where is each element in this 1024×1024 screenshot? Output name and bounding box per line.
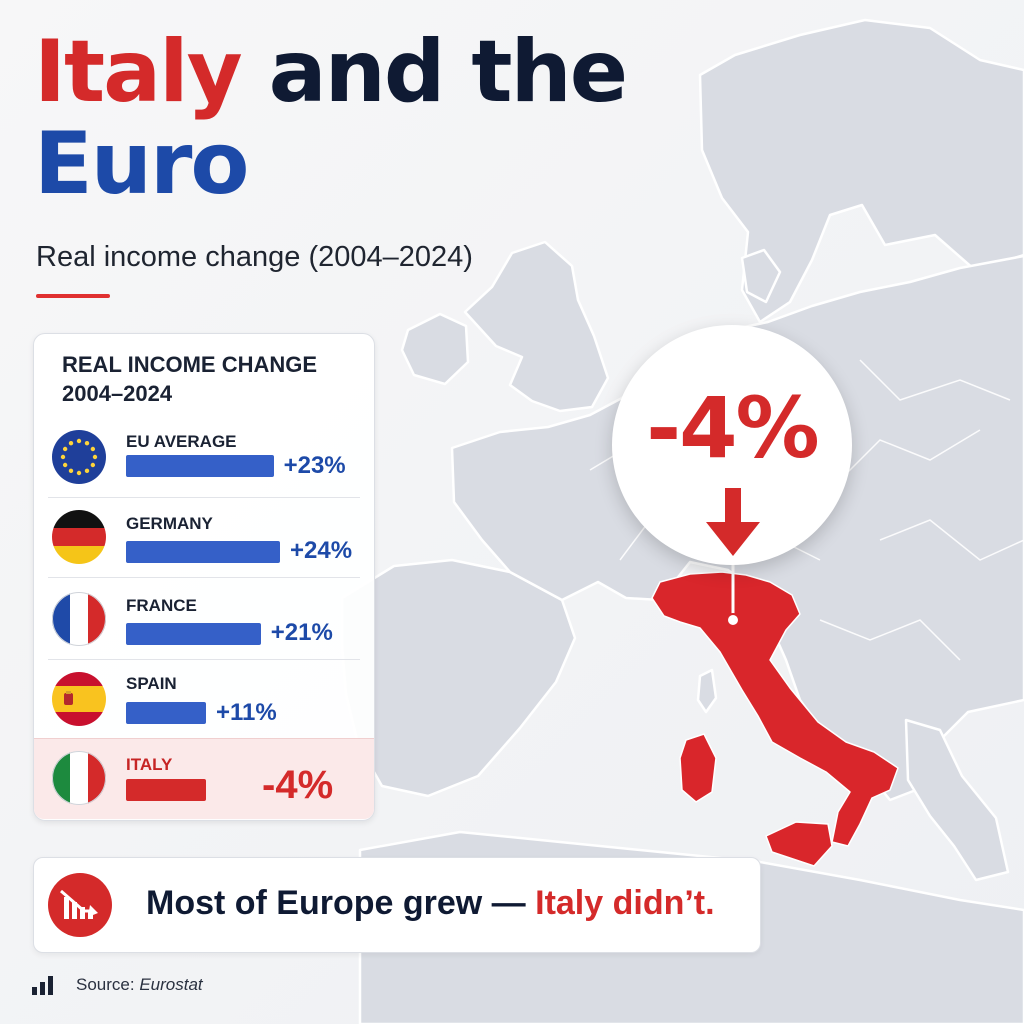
page-title: Italy and the Euro [34, 26, 628, 210]
eu-star [68, 468, 74, 474]
map-ireland [400, 312, 470, 386]
eu-star [84, 440, 90, 446]
subtitle: Real income change (2004–2024) [36, 241, 473, 273]
source-text: Source: Eurostat [76, 975, 203, 995]
map-balkans [904, 718, 1010, 882]
bar-label: FRANCE [126, 596, 197, 615]
eu-star [60, 454, 66, 460]
map-iberia [340, 558, 577, 798]
source-name: Eurostat [139, 975, 203, 994]
bar-italy [126, 779, 206, 801]
map-scandinavia [698, 18, 1024, 324]
takeaway-main: Most of Europe grew — [146, 884, 536, 922]
bar-label: SPAIN [126, 674, 177, 693]
bar-germany [126, 541, 280, 563]
bar-label: ITALY [126, 755, 173, 774]
title-euro: Euro [34, 114, 249, 214]
value-label: +24% [290, 537, 353, 564]
france-flag-icon [52, 592, 106, 646]
takeaway-accent: Italy didn’t. [535, 884, 715, 922]
callout-value: -4% [646, 379, 819, 477]
accent-rule [36, 294, 110, 298]
italy-location-pin [726, 613, 740, 627]
value-label: +23% [283, 452, 346, 479]
eu-star [90, 446, 96, 452]
value-label: +11% [216, 699, 277, 726]
income-change-panel: REAL INCOME CHANGE 2004–2024 EU AVERAGE … [33, 333, 375, 821]
spain-flag-icon [52, 672, 106, 726]
map-britain [463, 240, 610, 413]
eu-star [90, 462, 96, 468]
sardinia-shape [679, 733, 717, 803]
panel-heading: REAL INCOME CHANGE 2004–2024 [62, 350, 362, 408]
bar-label: GERMANY [126, 514, 213, 533]
eu-star [84, 468, 90, 474]
bar-chart-icon [32, 976, 53, 995]
title-and-the: and the [240, 22, 628, 122]
bar-label: EU AVERAGE [126, 432, 237, 451]
bar-eu-average [126, 455, 274, 477]
panel-heading-line2: 2004–2024 [62, 381, 173, 406]
down-arrow-icon [706, 488, 760, 556]
sicily-shape [765, 821, 833, 867]
source-label: Source: [76, 975, 140, 994]
eu-star [76, 470, 82, 476]
panel-heading-line1: REAL INCOME CHANGE [62, 352, 318, 377]
bar-france [126, 623, 261, 645]
declining-chart-icon [48, 873, 112, 937]
eu-star [68, 440, 74, 446]
germany-flag-icon [52, 510, 106, 564]
bar-spain [126, 702, 206, 724]
eu-flag-icon [52, 430, 106, 484]
eu-star [92, 454, 98, 460]
eu-star [62, 446, 68, 452]
row-spain: SPAIN +11% [34, 660, 374, 740]
italy-shape [651, 571, 899, 847]
eu-star [62, 462, 68, 468]
eu-star [76, 438, 82, 444]
map-corsica [696, 668, 718, 714]
title-italy: Italy [34, 22, 243, 122]
row-eu-average: EU AVERAGE +23% [34, 418, 374, 498]
takeaway-text: Most of Europe grew — Italy didn’t. [146, 884, 715, 923]
row-germany: GERMANY +24% [34, 498, 374, 578]
italy-flag-icon [52, 751, 106, 805]
row-france: FRANCE +21% [34, 580, 374, 660]
value-label: -4% [262, 763, 334, 807]
map-denmark [740, 248, 782, 304]
takeaway-box: Most of Europe grew — Italy didn’t. [33, 857, 761, 953]
row-italy: ITALY -4% [34, 738, 374, 819]
value-label: +21% [270, 619, 333, 646]
